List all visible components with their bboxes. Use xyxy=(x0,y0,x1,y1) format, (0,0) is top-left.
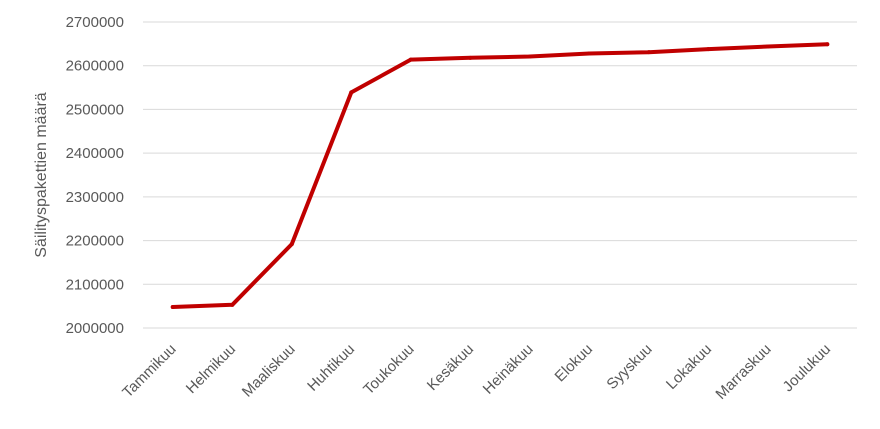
x-axis-ticks: Tammikuu Helmikuu Maaliskuu Huhtikuu Toukoku… xyxy=(119,341,834,403)
gridlines xyxy=(143,21,857,329)
data-point xyxy=(527,54,532,59)
x-tick-label: Helmikuu xyxy=(183,341,239,397)
data-point xyxy=(170,305,175,310)
y-tick-label: 2400000 xyxy=(66,145,124,162)
data-point xyxy=(230,302,235,307)
x-tick-label: Lokakuu xyxy=(663,341,715,393)
x-tick-label: Heinäkuu xyxy=(480,341,537,398)
series-layer xyxy=(170,42,830,310)
y-tick-label: 2600000 xyxy=(66,58,124,75)
y-tick-label: 2200000 xyxy=(66,233,124,250)
x-tick-label: Tammikuu xyxy=(119,341,179,401)
y-tick-label: 2300000 xyxy=(66,189,124,206)
data-point xyxy=(825,42,830,47)
y-axis-ticks: 2000000 2100000 2200000 2300000 2400000 25000… xyxy=(66,14,124,337)
data-point xyxy=(587,51,592,56)
data-point xyxy=(706,47,711,52)
data-point xyxy=(468,55,473,60)
y-tick-label: 2700000 xyxy=(66,14,124,31)
data-point xyxy=(646,50,651,55)
data-point xyxy=(408,57,413,62)
data-point xyxy=(765,44,770,49)
x-tick-label: Maaliskuu xyxy=(239,341,299,401)
x-tick-label: Toukokuu xyxy=(360,341,417,398)
x-tick-label: Joulukuu xyxy=(780,341,834,395)
y-tick-label: 2100000 xyxy=(66,276,124,293)
series-line xyxy=(170,42,830,309)
data-point xyxy=(349,90,354,95)
data-point xyxy=(289,242,294,247)
x-tick-label: Elokuu xyxy=(552,341,596,385)
x-tick-label: Syyskuu xyxy=(603,341,655,393)
y-tick-label: 2000000 xyxy=(66,320,124,337)
y-axis-label: Säilityspakettien määrä xyxy=(33,92,50,258)
x-tick-label: Kesäkuu xyxy=(424,341,477,394)
x-tick-label: Huhtikuu xyxy=(304,341,358,395)
x-tick-label: Marraskuu xyxy=(712,341,774,403)
y-tick-label: 2500000 xyxy=(66,101,124,118)
